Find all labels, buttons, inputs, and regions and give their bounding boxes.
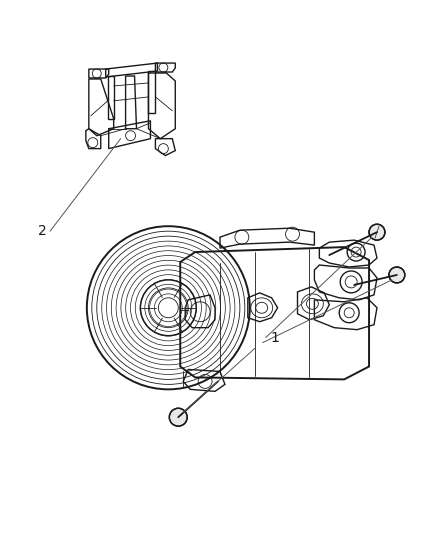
Circle shape bbox=[389, 267, 405, 283]
Circle shape bbox=[369, 224, 385, 240]
Circle shape bbox=[170, 408, 187, 426]
Text: 2: 2 bbox=[38, 224, 47, 238]
Text: 1: 1 bbox=[271, 330, 279, 345]
